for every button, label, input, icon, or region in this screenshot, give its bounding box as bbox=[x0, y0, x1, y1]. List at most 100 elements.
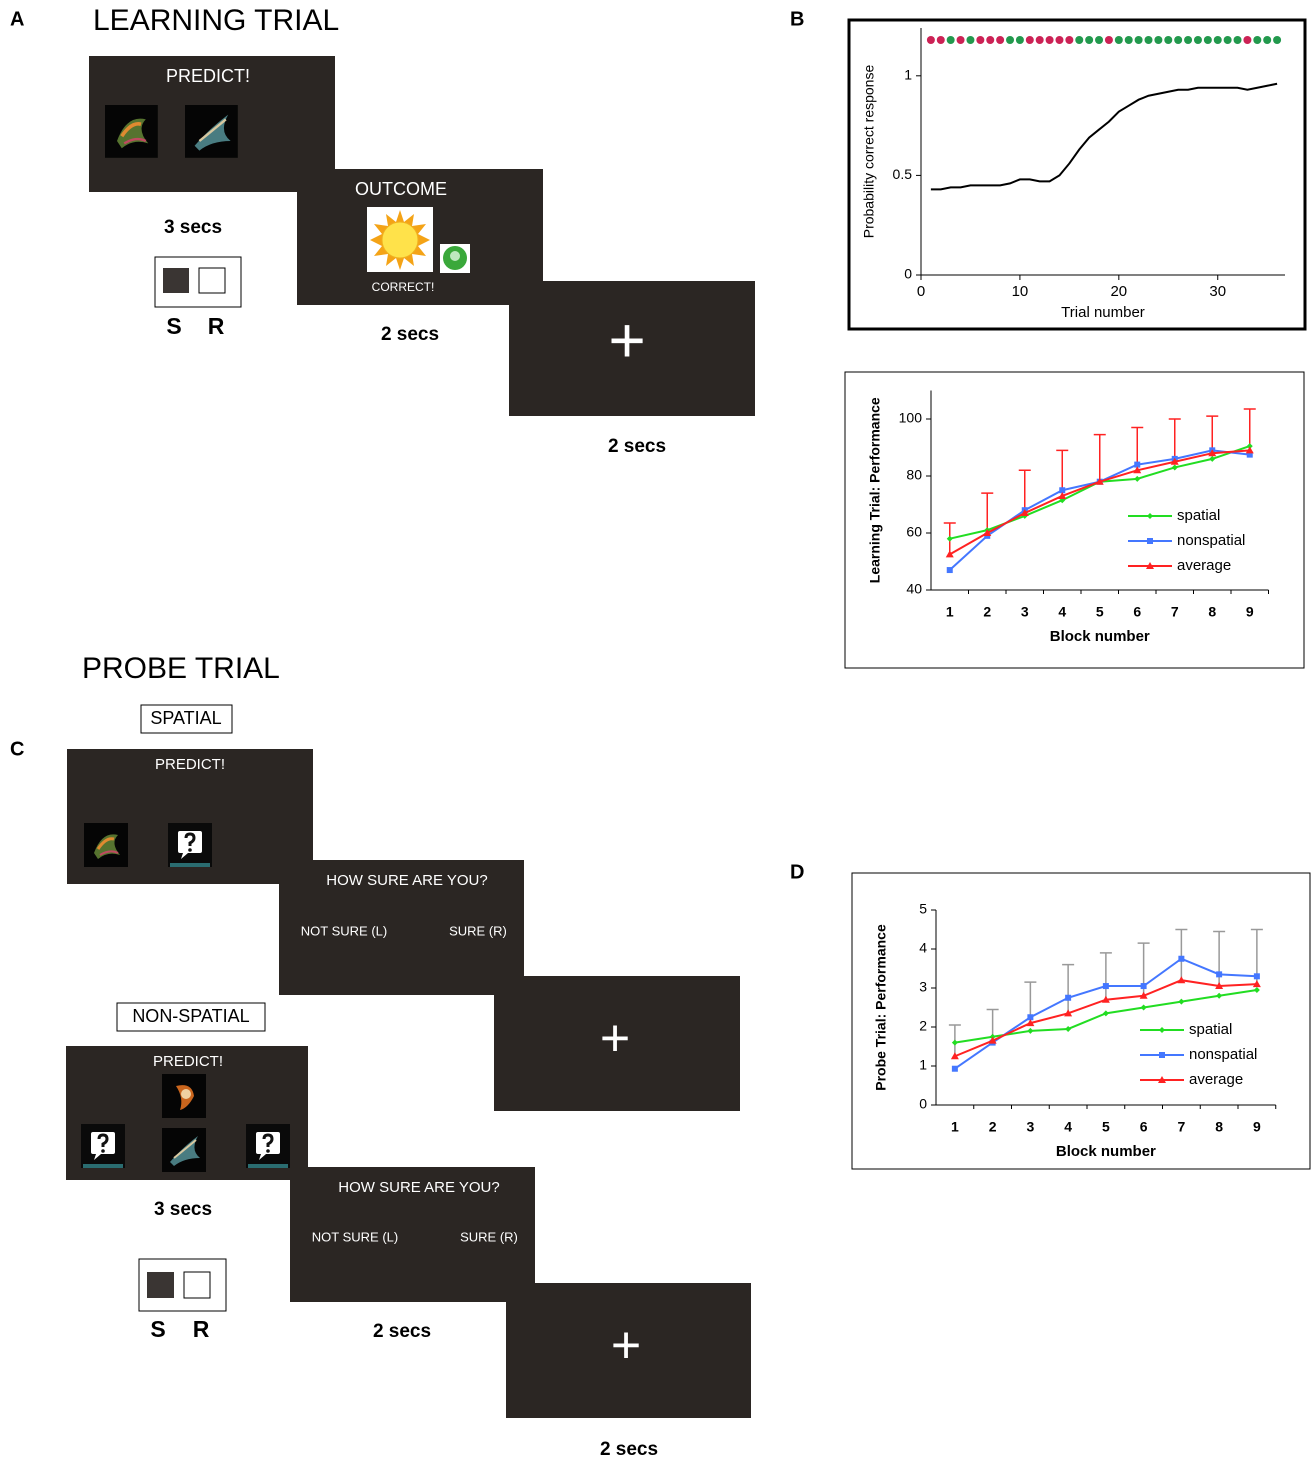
outcome-dot bbox=[957, 36, 965, 44]
duration: 3 secs bbox=[164, 217, 222, 238]
sun-image bbox=[367, 207, 433, 272]
panel-label: B bbox=[790, 8, 804, 30]
outcome-dot bbox=[1224, 36, 1232, 44]
panel-label: A bbox=[10, 8, 24, 30]
error-bar bbox=[1094, 435, 1106, 482]
key-label: S bbox=[150, 1316, 165, 1342]
x-tick-label: 6 bbox=[1140, 1119, 1148, 1135]
x-tick-label: 0 bbox=[917, 283, 925, 300]
marker bbox=[947, 536, 953, 542]
marker bbox=[1065, 995, 1071, 1001]
condition-label: NON-SPATIAL bbox=[132, 1006, 249, 1026]
probe-icon bbox=[246, 1124, 290, 1168]
x-axis-label: Trial number bbox=[1061, 304, 1145, 321]
outcome-dot bbox=[1036, 36, 1044, 44]
outcome-dot bbox=[1145, 36, 1153, 44]
outcome-dot bbox=[1135, 36, 1143, 44]
y-tick-label: 80 bbox=[906, 467, 922, 483]
key-label: S bbox=[166, 313, 181, 339]
outcome-dot bbox=[1263, 36, 1271, 44]
outcome-dot bbox=[1006, 36, 1014, 44]
legend-label: average bbox=[1189, 1071, 1243, 1088]
outcome-dot bbox=[1075, 36, 1083, 44]
marker bbox=[1178, 999, 1184, 1005]
figure: A LEARNING TRIAL PREDICT! 3 secs S R OUT… bbox=[0, 0, 1311, 1459]
legend-marker bbox=[1159, 1027, 1165, 1033]
stimulus bbox=[105, 105, 158, 158]
x-tick-label: 2 bbox=[983, 604, 991, 620]
fixation: + bbox=[608, 304, 645, 376]
error-bar bbox=[1062, 965, 1074, 1014]
error-bar bbox=[1213, 931, 1225, 986]
outcome-dot bbox=[1105, 36, 1113, 44]
stimulus bbox=[162, 1128, 206, 1172]
x-tick-label: 4 bbox=[1064, 1119, 1072, 1135]
section-title: PROBE TRIAL bbox=[82, 652, 280, 685]
outcome-dot bbox=[947, 36, 955, 44]
marker bbox=[1209, 456, 1215, 462]
y-tick-label: 100 bbox=[899, 410, 923, 426]
outcome-dot bbox=[1273, 36, 1281, 44]
marker bbox=[952, 1066, 958, 1072]
key-label: R bbox=[208, 313, 225, 339]
outcome-dot bbox=[937, 36, 945, 44]
error-bar bbox=[981, 493, 993, 533]
outcome-dot bbox=[1243, 36, 1251, 44]
duration: 2 secs bbox=[608, 436, 666, 457]
marker bbox=[1178, 956, 1184, 962]
panel-label: D bbox=[790, 861, 804, 883]
y-tick-label: 5 bbox=[919, 901, 927, 917]
outcome-dot bbox=[1204, 36, 1212, 44]
series-line bbox=[931, 84, 1277, 190]
x-tick-label: 1 bbox=[946, 604, 954, 620]
x-tick-label: 3 bbox=[1026, 1119, 1034, 1135]
feedback-text: CORRECT! bbox=[372, 280, 435, 294]
key bbox=[163, 268, 189, 293]
y-axis-label: Probability correct response bbox=[861, 65, 877, 239]
x-tick-label: 6 bbox=[1133, 604, 1141, 620]
option: SURE (R) bbox=[460, 1229, 518, 1244]
marker bbox=[1141, 1005, 1147, 1011]
option: NOT SURE (L) bbox=[301, 923, 387, 938]
y-tick-label: 1 bbox=[904, 67, 912, 83]
outcome-dot bbox=[1016, 36, 1024, 44]
outcome-dot bbox=[986, 36, 994, 44]
outcome-dot bbox=[1184, 36, 1192, 44]
y-tick-label: 3 bbox=[919, 979, 927, 995]
section-title: LEARNING TRIAL bbox=[93, 4, 339, 37]
x-tick-label: 9 bbox=[1246, 604, 1254, 620]
legend-marker bbox=[1147, 513, 1153, 519]
outcome-dot bbox=[1046, 36, 1054, 44]
legend-label: spatial bbox=[1177, 507, 1220, 524]
y-tick-label: 0 bbox=[919, 1096, 927, 1112]
stimulus bbox=[185, 105, 238, 158]
duration: 3 secs bbox=[154, 1199, 212, 1220]
x-tick-label: 4 bbox=[1058, 604, 1066, 620]
x-tick-label: 1 bbox=[951, 1119, 959, 1135]
marker bbox=[947, 567, 953, 573]
screen-text: HOW SURE ARE YOU? bbox=[338, 1179, 499, 1196]
outcome-dot bbox=[1154, 36, 1162, 44]
y-tick-label: 60 bbox=[906, 524, 922, 540]
marker bbox=[1254, 973, 1260, 979]
x-tick-label: 8 bbox=[1208, 604, 1216, 620]
duration: 2 secs bbox=[381, 324, 439, 345]
x-tick-label: 2 bbox=[989, 1119, 997, 1135]
x-tick-label: 7 bbox=[1171, 604, 1179, 620]
x-tick-label: 5 bbox=[1096, 604, 1104, 620]
y-tick-label: 1 bbox=[919, 1057, 927, 1073]
x-tick-label: 7 bbox=[1177, 1119, 1185, 1135]
stimulus bbox=[84, 823, 128, 867]
y-axis-label: Probe Trial: Performance bbox=[873, 924, 889, 1091]
y-tick-label: 0.5 bbox=[893, 166, 913, 182]
outcome-dot bbox=[966, 36, 974, 44]
screen-text: PREDICT! bbox=[155, 756, 225, 773]
outcome-dot bbox=[1253, 36, 1261, 44]
outcome-dot bbox=[1125, 36, 1133, 44]
outcome-dot bbox=[1164, 36, 1172, 44]
outcome-dot bbox=[1055, 36, 1063, 44]
panel-label: C bbox=[10, 738, 24, 760]
duration: 2 secs bbox=[373, 1321, 431, 1342]
feedback-icon bbox=[440, 244, 470, 273]
key bbox=[184, 1272, 210, 1298]
